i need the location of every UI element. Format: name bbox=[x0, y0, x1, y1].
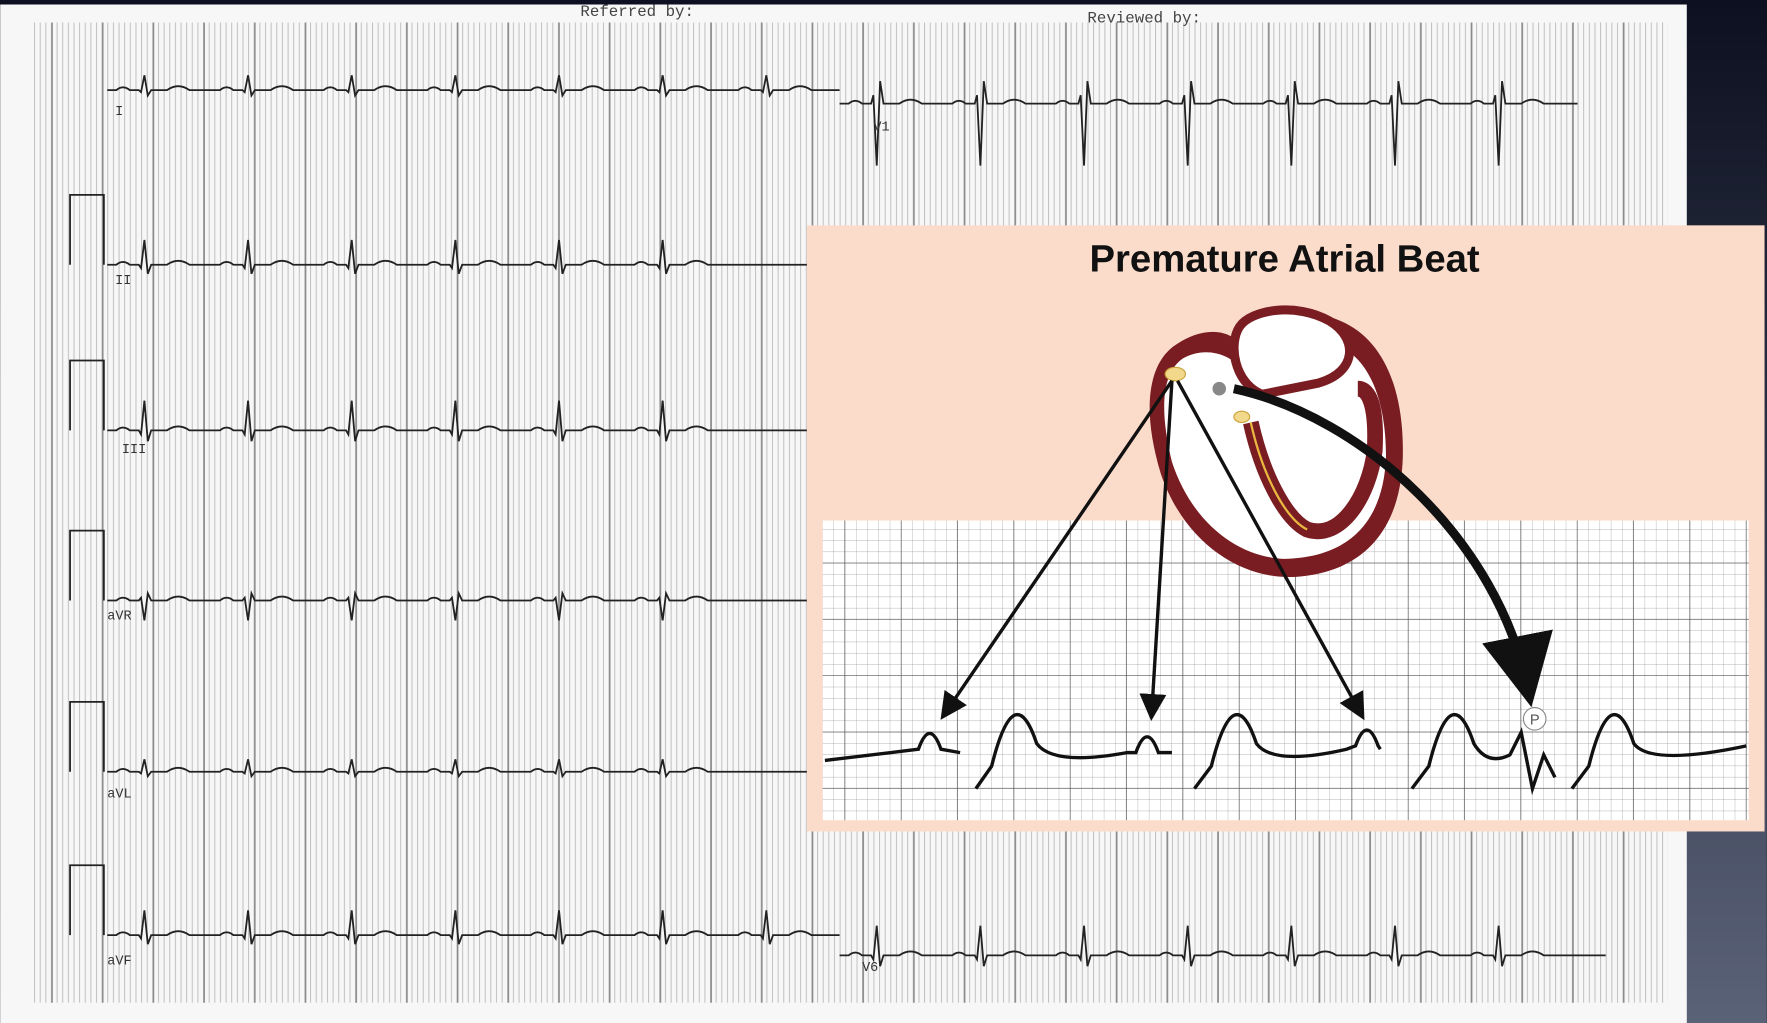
ecg-lead-trace bbox=[839, 925, 1606, 967]
lead-label: aVF bbox=[107, 954, 131, 969]
ecg-lead-trace bbox=[839, 80, 1578, 166]
ecg-lead-trace bbox=[69, 359, 105, 431]
p-marker bbox=[1522, 706, 1547, 731]
ecg-lead-trace bbox=[107, 759, 812, 779]
lead-label: III bbox=[122, 443, 146, 458]
ecg-lead-trace bbox=[69, 194, 105, 265]
lead-label: aVL bbox=[107, 788, 131, 803]
reviewed-by: Reviewed by: bbox=[1087, 10, 1201, 28]
ecg-traces bbox=[69, 75, 1606, 967]
ecg-lead-trace bbox=[69, 529, 105, 601]
ecg-lead-trace bbox=[107, 75, 840, 99]
lead-label: I bbox=[115, 105, 123, 120]
inset-title: Premature Atrial Beat bbox=[1089, 238, 1479, 281]
ecg-lead-trace bbox=[107, 910, 840, 945]
referred-by: Referred by: bbox=[580, 3, 694, 21]
ecg-lead-trace bbox=[107, 400, 812, 442]
lead-label: aVR bbox=[107, 610, 131, 625]
lead-label: V1 bbox=[873, 121, 889, 136]
lead-label: V6 bbox=[862, 961, 878, 976]
heart bbox=[1149, 305, 1403, 578]
ecg-lead-trace bbox=[107, 239, 812, 275]
ecg-lead-trace bbox=[107, 590, 812, 621]
arrows bbox=[940, 379, 1553, 722]
p-label: P bbox=[1530, 712, 1540, 728]
inset: Premature Atrial Beat P bbox=[806, 225, 1765, 832]
ecg-lead-trace bbox=[69, 864, 105, 936]
ecg-lead-trace bbox=[69, 701, 105, 772]
strip-trace bbox=[824, 712, 1747, 796]
lead-label: II bbox=[115, 274, 131, 289]
